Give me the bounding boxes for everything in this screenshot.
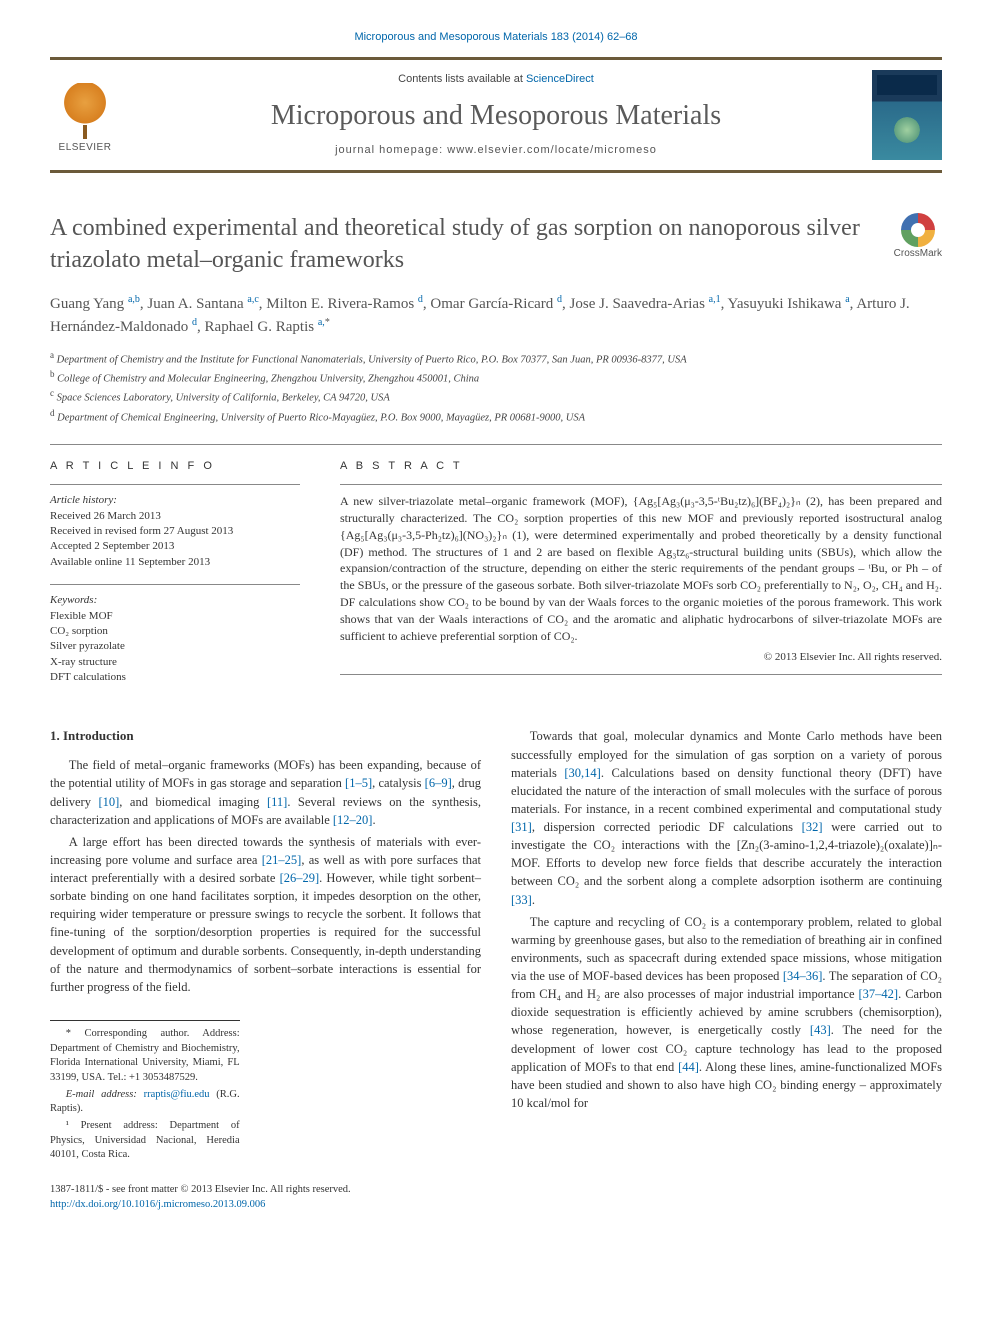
keyword-line: Flexible MOF	[50, 609, 300, 624]
journal-cover-thumb	[872, 70, 942, 160]
keyword-line: CO₂ sorption	[50, 624, 300, 639]
abstract-column: A B S T R A C T A new silver-triazolate …	[340, 459, 942, 700]
doi-link[interactable]: http://dx.doi.org/10.1016/j.micromeso.20…	[50, 1199, 265, 1210]
abstract-text: A new silver-triazolate metal–organic fr…	[340, 493, 942, 644]
elsevier-logo: ELSEVIER	[50, 75, 120, 155]
corresponding-author-footnote: * Corresponding author. Address: Departm…	[50, 1027, 240, 1086]
affiliation-line: a Department of Chemistry and the Instit…	[50, 349, 942, 368]
cite-link[interactable]: [1–5]	[345, 776, 372, 790]
top-citation: Microporous and Mesoporous Materials 183…	[50, 30, 942, 45]
keyword-line: DFT calculations	[50, 670, 300, 685]
cite-link[interactable]: [33]	[511, 893, 532, 907]
intro-para-4: The capture and recycling of CO₂ is a co…	[511, 913, 942, 1112]
body-column-right: Towards that goal, molecular dynamics an…	[511, 727, 942, 1165]
section-heading-1: 1. Introduction	[50, 727, 481, 746]
intro-para-1: The field of metal–organic frameworks (M…	[50, 756, 481, 829]
cite-link[interactable]: [44]	[678, 1060, 699, 1074]
contents-available-line: Contents lists available at ScienceDirec…	[140, 72, 852, 87]
history-line: Accepted 2 September 2013	[50, 539, 300, 554]
cite-link[interactable]: [10]	[98, 795, 119, 809]
affiliation-line: d Department of Chemical Engineering, Un…	[50, 407, 942, 426]
article-title: A combined experimental and theoretical …	[50, 213, 874, 275]
cite-link[interactable]: [31]	[511, 820, 532, 834]
cite-link[interactable]: [26–29]	[280, 871, 320, 885]
history-label: Article history:	[50, 493, 300, 508]
journal-name: Microporous and Mesoporous Materials	[140, 96, 852, 135]
author-email-link[interactable]: rraptis@fiu.edu	[144, 1089, 210, 1100]
keyword-line: X-ray structure	[50, 655, 300, 670]
body-column-left: 1. Introduction The field of metal–organ…	[50, 727, 481, 1165]
present-address-footnote: ¹ Present address: Department of Physics…	[50, 1119, 240, 1163]
authors-list: Guang Yang a,b, Juan A. Santana a,c, Mil…	[50, 292, 942, 339]
affiliations: a Department of Chemistry and the Instit…	[50, 349, 942, 426]
crossmark-badge[interactable]: CrossMark	[894, 213, 942, 261]
divider	[340, 674, 942, 675]
elsevier-tree-icon	[57, 83, 113, 139]
article-info-heading: A R T I C L E I N F O	[50, 459, 300, 474]
affiliation-line: c Space Sciences Laboratory, University …	[50, 387, 942, 406]
cite-link[interactable]: [43]	[810, 1023, 831, 1037]
divider	[50, 444, 942, 445]
cite-link[interactable]: [6–9]	[425, 776, 452, 790]
cite-link[interactable]: [30,14]	[564, 766, 600, 780]
abstract-copyright: © 2013 Elsevier Inc. All rights reserved…	[340, 650, 942, 665]
history-line: Received in revised form 27 August 2013	[50, 524, 300, 539]
cite-link[interactable]: [32]	[802, 820, 823, 834]
cite-link[interactable]: [21–25]	[262, 853, 302, 867]
footnotes: * Corresponding author. Address: Departm…	[50, 1020, 240, 1163]
article-info-column: A R T I C L E I N F O Article history: R…	[50, 459, 300, 700]
keyword-line: Silver pyrazolate	[50, 639, 300, 654]
crossmark-icon	[901, 213, 935, 247]
abstract-heading: A B S T R A C T	[340, 459, 942, 474]
front-matter-line: 1387-1811/$ - see front matter © 2013 El…	[50, 1183, 942, 1198]
page-footer: 1387-1811/$ - see front matter © 2013 El…	[50, 1183, 942, 1212]
cite-link[interactable]: [34–36]	[783, 969, 823, 983]
elsevier-name: ELSEVIER	[59, 141, 112, 155]
email-footnote: E-mail address: rraptis@fiu.edu (R.G. Ra…	[50, 1088, 240, 1117]
crossmark-label: CrossMark	[894, 247, 942, 261]
history-line: Received 26 March 2013	[50, 509, 300, 524]
cite-link[interactable]: [12–20]	[333, 813, 373, 827]
affiliation-line: b College of Chemistry and Molecular Eng…	[50, 368, 942, 387]
intro-para-2: A large effort has been directed towards…	[50, 833, 481, 996]
divider	[340, 484, 942, 485]
sciencedirect-link[interactable]: ScienceDirect	[526, 73, 594, 85]
history-line: Available online 11 September 2013	[50, 555, 300, 570]
intro-para-3: Towards that goal, molecular dynamics an…	[511, 727, 942, 908]
cite-link[interactable]: [11]	[267, 795, 287, 809]
divider	[50, 584, 300, 585]
divider	[50, 484, 300, 485]
masthead: ELSEVIER Contents lists available at Sci…	[50, 57, 942, 173]
journal-homepage: journal homepage: www.elsevier.com/locat…	[140, 143, 852, 158]
contents-prefix: Contents lists available at	[398, 73, 526, 85]
cite-link[interactable]: [37–42]	[859, 987, 899, 1001]
keywords-label: Keywords:	[50, 593, 300, 608]
